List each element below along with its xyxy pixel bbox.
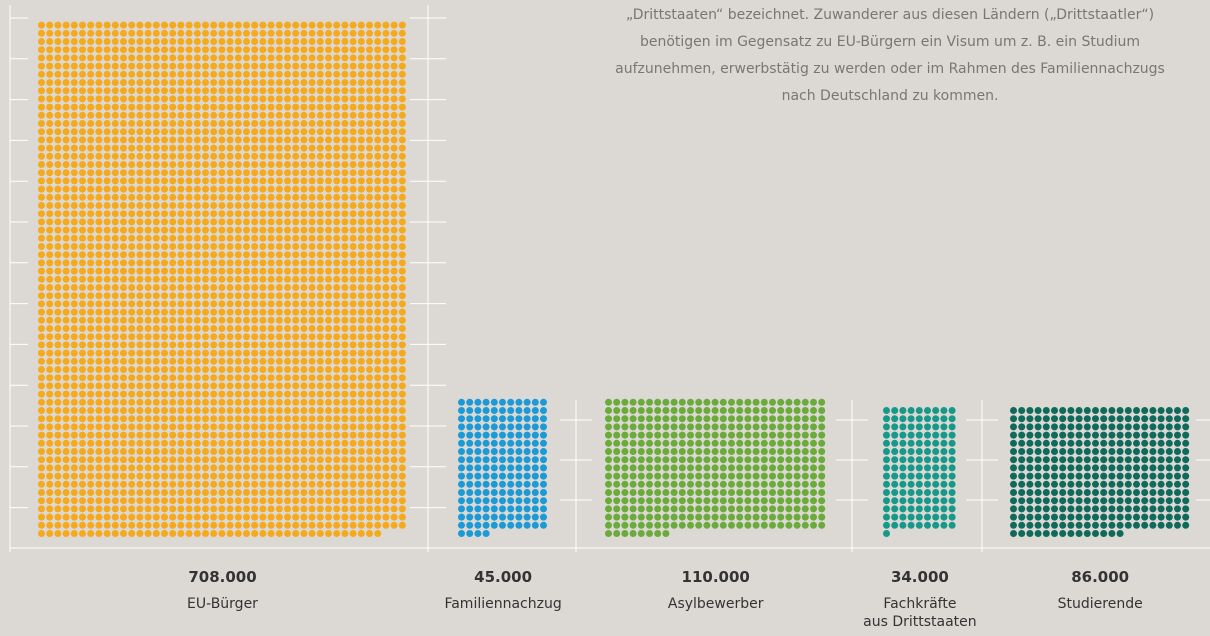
category-label: Asylbewerber [667,596,764,612]
dot-blocks [38,21,1190,537]
category-label: Familiennachzug [444,596,562,612]
intro-line: „Drittstaaten“ bezeichnet. Zuwanderer au… [625,7,1155,23]
dot-block [38,21,406,537]
value-label: 34.000 [890,568,949,586]
dot-block [605,398,826,537]
dot-block [458,398,547,537]
intro-line: nach Deutschland zu kommen. [781,88,999,104]
value-label: 86.000 [1071,568,1130,586]
value-label: 110.000 [681,568,750,586]
category-label: Studierende [1057,596,1143,612]
tick-marks [10,17,1210,509]
intro-line: aufzunehmen, erwerbstätig zu werden oder… [615,61,1165,77]
value-label: 45.000 [474,568,533,586]
category-label: Fachkräfte aus Drittstaaten [863,596,977,630]
axes [9,5,1210,552]
category-label: EU-Bürger [187,596,258,612]
dot-block [1010,407,1190,537]
value-label: 708.000 [188,568,257,586]
intro-line: benötigen im Gegensatz zu EU-Bürgern ein… [639,34,1141,50]
dot-block [883,407,956,537]
